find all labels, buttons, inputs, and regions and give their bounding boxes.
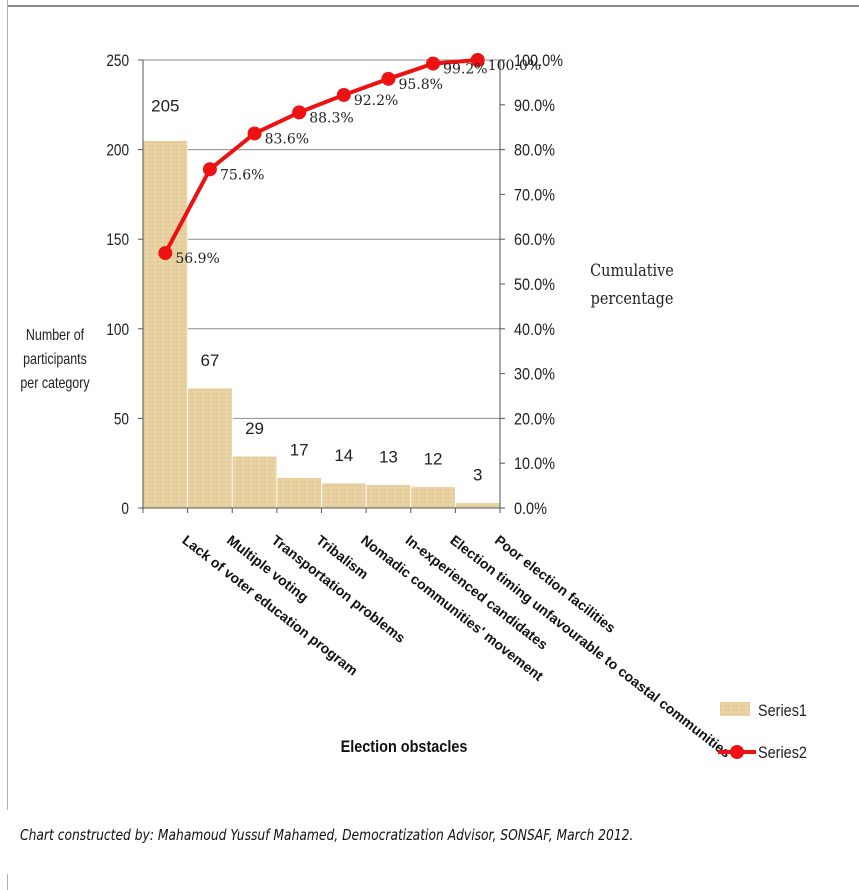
bar — [231, 455, 278, 509]
line-marker — [202, 162, 217, 177]
frame-top-border — [8, 5, 859, 7]
cumulative-value-label: 56.9% — [175, 251, 219, 267]
left-tick-label: 200 — [106, 141, 129, 160]
bar-value-label: 13 — [379, 448, 398, 467]
line-marker — [381, 71, 396, 86]
cumulative-line — [158, 53, 485, 261]
right-tick-label: 70.0% — [514, 186, 555, 204]
frame-left-border — [7, 0, 8, 810]
bar — [454, 502, 501, 509]
legend-swatch-series1 — [720, 702, 750, 716]
bar-value-label: 205 — [151, 97, 179, 116]
legend-label-series1: Series1 — [758, 702, 807, 720]
right-axis-title: Cumulative — [590, 260, 674, 280]
x-axis-title: Election obstacles — [341, 738, 468, 756]
frame-left-border-lower — [7, 874, 8, 890]
line-marker — [336, 87, 351, 102]
right-tick-label: 30.0% — [514, 366, 555, 384]
cumulative-value-label: 83.6% — [265, 131, 309, 147]
right-tick-label: 50.0% — [514, 276, 555, 294]
left-axis-title: Number of — [26, 327, 84, 345]
bar-value-label: 14 — [334, 446, 353, 465]
bar-value-label: 3 — [473, 466, 482, 485]
legend-label-series2: Series2 — [758, 744, 807, 762]
axes — [138, 59, 505, 513]
bar — [365, 484, 412, 509]
line-marker — [247, 126, 262, 141]
cumulative-value-label: 92.2% — [354, 93, 398, 109]
right-tick-label: 10.0% — [514, 455, 555, 473]
cumulative-value-label: 99.2% — [443, 62, 487, 78]
line-marker — [426, 56, 441, 71]
right-tick-label: 90.0% — [514, 97, 555, 115]
axis-text: 0 50 100 150 200 250 0.0% 10.0% 20.0% 30.0% 40.0% 5… — [20, 52, 734, 761]
right-tick-label: 80.0% — [514, 142, 555, 160]
bar — [410, 486, 456, 509]
left-tick-label: 100 — [106, 320, 129, 339]
bar-value-label: 67 — [200, 351, 219, 370]
right-tick-label: 20.0% — [514, 410, 555, 428]
right-tick-label: 0.0% — [514, 500, 547, 518]
bar-value-label: 29 — [245, 419, 264, 438]
left-tick-label: 0 — [121, 500, 129, 519]
bar-value-label: 17 — [290, 441, 309, 460]
cumulative-line-path — [163, 58, 478, 255]
line-marker — [470, 53, 485, 67]
right-tick-label: 40.0% — [514, 321, 555, 339]
cumulative-value-label: 75.6% — [220, 167, 264, 183]
bar — [187, 387, 233, 509]
left-axis-title: per category — [20, 375, 90, 393]
pareto-chart: 205 67 29 17 14 13 12 3 56.9% 75.6% 83.6%88.3%92.2… — [20, 52, 807, 763]
data-labels: 205 67 29 17 14 13 12 3 56.9% 75.6% 83.6%88.3%92.2… — [151, 58, 541, 485]
cumulative-value-label: 95.8% — [398, 77, 442, 93]
left-tick-label: 250 — [106, 52, 129, 71]
bar — [321, 482, 367, 509]
cumulative-value-label: 88.3% — [309, 110, 353, 126]
right-axis-title: percentage — [591, 288, 674, 308]
right-tick-label: 100.0% — [514, 52, 563, 70]
legend-marker-series2 — [730, 745, 744, 759]
right-tick-label: 60.0% — [514, 231, 555, 249]
bar — [276, 477, 322, 509]
chart-credit: Chart constructed by: Mahamoud Yussuf Ma… — [20, 826, 634, 844]
legend: Series1 Series2 — [718, 702, 807, 762]
left-tick-label: 150 — [106, 231, 129, 250]
bar — [142, 140, 189, 509]
cumulative-value-label: 100.0% — [488, 58, 541, 74]
left-axis-title: participants — [23, 351, 87, 369]
line-marker — [158, 246, 173, 261]
line-marker — [292, 105, 307, 120]
left-tick-label: 50 — [114, 410, 129, 429]
bar-value-label: 12 — [424, 449, 443, 468]
